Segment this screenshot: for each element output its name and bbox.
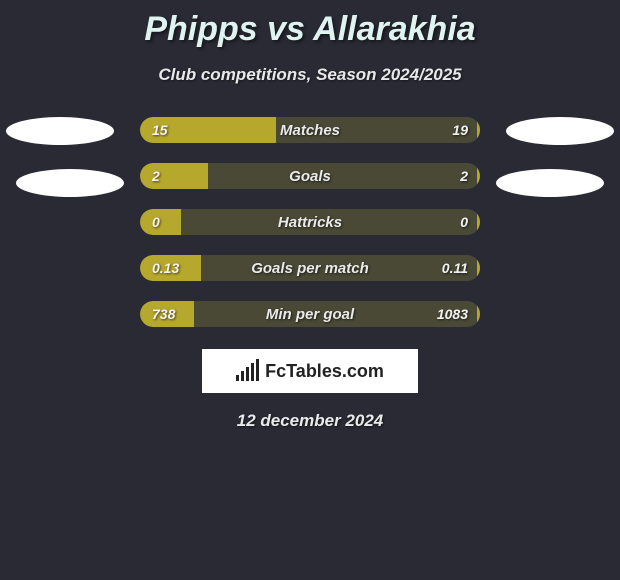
stat-label: Goals per match [251,260,369,277]
stat-bar: 15 19 Matches [140,117,480,143]
bar-right-fill [477,117,480,143]
bar-left-fill [140,163,208,189]
stat-label: Hattricks [278,214,342,231]
stat-label: Min per goal [266,306,354,323]
stat-left-value: 738 [152,306,175,322]
stat-left-value: 0 [152,214,160,230]
stat-right-value: 2 [460,168,468,184]
stat-left-value: 15 [152,122,168,138]
bar-right-fill [477,301,480,327]
decorative-ellipse [16,169,124,197]
logo-text: FcTables.com [265,361,384,382]
stat-label: Matches [280,122,340,139]
decorative-ellipse [496,169,604,197]
comparison-stage: 15 19 Matches 2 2 Goals 0 0 Hattricks 0.13 0.11 Goa… [0,117,620,327]
stat-label: Goals [289,168,331,185]
subtitle: Club competitions, Season 2024/2025 [0,65,620,85]
stat-left-value: 2 [152,168,160,184]
stat-right-value: 0 [460,214,468,230]
decorative-ellipse [6,117,114,145]
stat-right-value: 0.11 [442,260,468,276]
stat-bar: 738 1083 Min per goal [140,301,480,327]
date-text: 12 december 2024 [0,411,620,431]
page-title: Phipps vs Allarakhia [0,0,620,49]
decorative-ellipse [506,117,614,145]
bar-left-fill [140,209,181,235]
player1-name: Phipps [144,10,257,48]
vs-text: vs [267,10,305,48]
stat-right-value: 1083 [437,306,468,322]
bar-right-fill [477,209,480,235]
stat-bar: 0.13 0.11 Goals per match [140,255,480,281]
bar-right-fill [477,163,480,189]
stat-bar: 0 0 Hattricks [140,209,480,235]
bar-right-fill [477,255,480,281]
stat-right-value: 19 [452,122,468,138]
logo-box: FcTables.com [202,349,418,393]
stat-bar: 2 2 Goals [140,163,480,189]
stat-left-value: 0.13 [152,260,179,276]
stat-bars-container: 15 19 Matches 2 2 Goals 0 0 Hattricks 0.13 0.11 Goa… [140,117,480,327]
player2-name: Allarakhia [313,10,476,48]
bar-chart-icon [236,361,259,381]
